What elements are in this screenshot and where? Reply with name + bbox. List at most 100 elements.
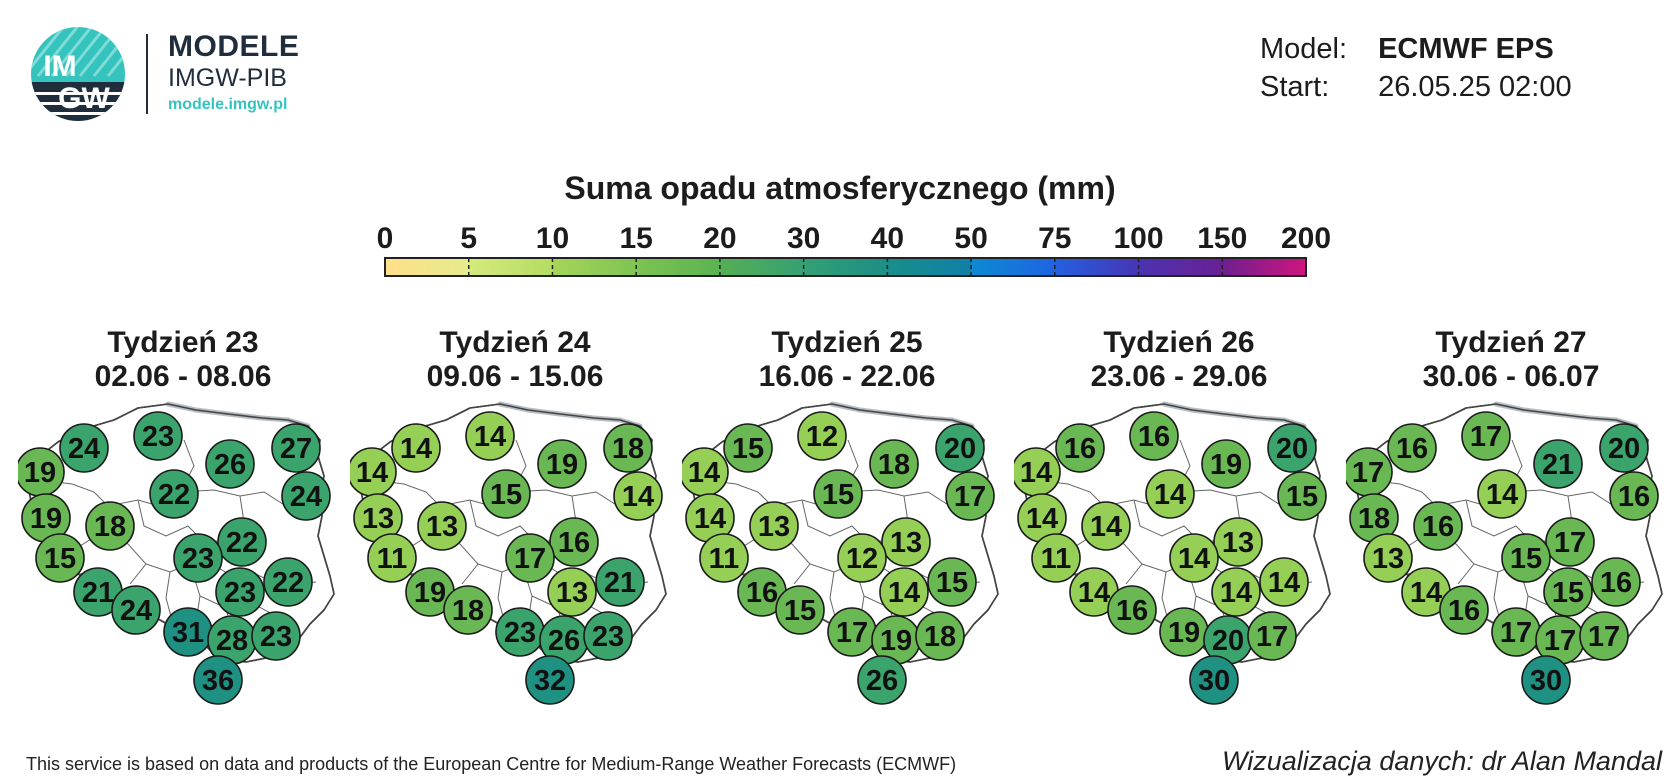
station-value: 14 bbox=[888, 577, 920, 609]
scale-segment bbox=[1054, 258, 1140, 276]
voivodeship-border bbox=[497, 571, 505, 621]
station-value: 13 bbox=[890, 527, 922, 559]
station-circle bbox=[1267, 423, 1317, 473]
station-circle bbox=[583, 611, 633, 661]
station-marker: 36 bbox=[193, 655, 243, 705]
station-value: 23 bbox=[504, 617, 536, 649]
station-value: 14 bbox=[1486, 479, 1518, 511]
station-marker: 14 bbox=[1014, 447, 1061, 497]
station-circle bbox=[217, 517, 267, 567]
voivodeship-border bbox=[1493, 571, 1501, 621]
station-marker: 18 bbox=[85, 501, 135, 551]
week-panel-24: Tydzień 24 09.06 - 15.06 14 14 18 14 19 15 14 1… bbox=[350, 326, 680, 726]
voivodeship-border bbox=[1465, 499, 1533, 543]
station-circle bbox=[1031, 533, 1081, 583]
station-value: 18 bbox=[924, 621, 956, 653]
station-value: 17 bbox=[1352, 457, 1384, 489]
scale-tick-label: 150 bbox=[1197, 222, 1247, 255]
station-circle bbox=[723, 423, 773, 473]
station-circle bbox=[85, 501, 135, 551]
station-marker: 20 bbox=[1599, 423, 1649, 473]
station-circle bbox=[699, 533, 749, 583]
station-circle bbox=[1413, 501, 1463, 551]
station-marker: 31 bbox=[163, 607, 213, 657]
station-value: 15 bbox=[44, 543, 76, 575]
week-label: Tydzień 25 bbox=[771, 326, 923, 359]
station-value: 19 bbox=[30, 503, 62, 535]
station-marker: 14 bbox=[685, 493, 735, 543]
week-panel-27: Tydzień 27 30.06 - 06.07 16 17 20 17 21 14 16 1… bbox=[1346, 326, 1676, 726]
voivodeship-border bbox=[1161, 571, 1169, 621]
station-value: 24 bbox=[290, 481, 322, 513]
station-marker: 17 bbox=[1247, 611, 1297, 661]
station-marker: 23 bbox=[215, 567, 265, 617]
poland-map: 24 23 27 19 26 22 24 19 18 22 15 23 22 21 23 24 31 28 23 36 bbox=[18, 401, 335, 705]
station-marker: 14 bbox=[1169, 533, 1219, 583]
station-value: 23 bbox=[592, 621, 624, 653]
scale-segment bbox=[468, 258, 553, 276]
week-dates: 30.06 - 06.07 bbox=[1422, 360, 1600, 393]
station-marker: 14 bbox=[391, 423, 441, 473]
station-circle bbox=[443, 585, 493, 635]
station-value: 17 bbox=[1544, 625, 1576, 657]
station-marker: 15 bbox=[481, 469, 531, 519]
station-marker: 19 bbox=[1201, 439, 1251, 489]
station-circle bbox=[749, 501, 799, 551]
station-marker: 17 bbox=[1545, 517, 1595, 567]
station-circle bbox=[1213, 517, 1263, 567]
station-value: 26 bbox=[548, 625, 580, 657]
station-value: 15 bbox=[1286, 481, 1318, 513]
station-marker: 13 bbox=[749, 501, 799, 551]
station-marker: 23 bbox=[583, 611, 633, 661]
station-marker: 20 bbox=[935, 423, 985, 473]
station-marker: 24 bbox=[59, 423, 109, 473]
voivodeship-border bbox=[137, 499, 205, 543]
station-circle bbox=[35, 533, 85, 583]
scale-tick-label: 10 bbox=[536, 222, 569, 255]
station-marker: 16 bbox=[1387, 423, 1437, 473]
station-value: 32 bbox=[534, 665, 566, 697]
station-marker: 24 bbox=[281, 471, 331, 521]
station-value: 24 bbox=[120, 595, 152, 627]
station-marker: 19 bbox=[18, 447, 65, 497]
station-value: 16 bbox=[558, 527, 590, 559]
station-circle bbox=[869, 439, 919, 489]
scale-tick-label: 50 bbox=[954, 222, 987, 255]
station-value: 16 bbox=[1422, 511, 1454, 543]
week-dates: 23.06 - 29.06 bbox=[1090, 360, 1268, 393]
station-circle bbox=[417, 501, 467, 551]
station-circle bbox=[1533, 439, 1583, 489]
panel-title: Tydzień 27 30.06 - 06.07 bbox=[1346, 326, 1676, 394]
station-circle bbox=[367, 533, 417, 583]
station-marker: 16 bbox=[1107, 585, 1157, 635]
station-marker: 14 bbox=[1259, 557, 1309, 607]
station-circle bbox=[537, 439, 587, 489]
station-circle bbox=[797, 411, 847, 461]
station-value: 18 bbox=[452, 595, 484, 627]
logo-subtitle: IMGW-PIB bbox=[168, 64, 287, 92]
station-value: 20 bbox=[1212, 625, 1244, 657]
station-marker: 19 bbox=[537, 439, 587, 489]
station-value: 18 bbox=[1358, 503, 1390, 535]
station-marker: 22 bbox=[263, 557, 313, 607]
station-circle bbox=[149, 469, 199, 519]
station-value: 13 bbox=[426, 511, 458, 543]
station-value: 16 bbox=[746, 577, 778, 609]
station-circle bbox=[1211, 567, 1261, 617]
logo-url-link[interactable]: modele.imgw.pl bbox=[168, 96, 288, 113]
station-marker: 14 bbox=[1401, 567, 1451, 617]
week-label: Tydzień 27 bbox=[1435, 326, 1587, 359]
station-circle bbox=[775, 585, 825, 635]
station-marker: 14 bbox=[1145, 469, 1195, 519]
scale-segment bbox=[803, 258, 888, 276]
badge-text-bottom: GW bbox=[58, 82, 110, 115]
station-circle bbox=[1259, 557, 1309, 607]
station-marker: 16 bbox=[737, 567, 787, 617]
station-marker: 17 bbox=[1346, 447, 1393, 497]
station-marker: 14 bbox=[1211, 567, 1261, 617]
station-circle bbox=[1591, 557, 1641, 607]
station-marker: 15 bbox=[927, 557, 977, 607]
station-circle bbox=[193, 655, 243, 705]
imgw-logo[interactable]: IM GW MODELE IMGW-PIB modele.imgw.pl bbox=[30, 26, 330, 126]
station-circle bbox=[1579, 611, 1629, 661]
